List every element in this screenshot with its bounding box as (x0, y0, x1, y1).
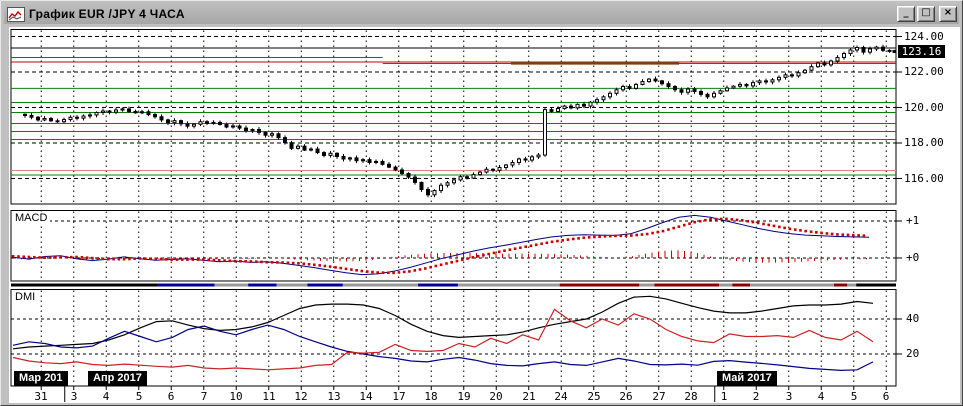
x-axis-day-label: 7 (200, 390, 208, 403)
x-axis-day-label: 20 (489, 390, 503, 403)
close-button[interactable]: × (939, 6, 957, 22)
chart-client-area (9, 27, 960, 403)
month-label-march: Мар 201 (14, 371, 68, 386)
x-axis-day-label: 18 (424, 390, 438, 403)
dmi-panel-label: DMI (15, 291, 39, 303)
x-axis-day-label: 13 (327, 390, 341, 403)
x-axis-day-label: 10 (229, 390, 243, 403)
x-axis-day-label: 31 (34, 390, 48, 403)
x-axis-day-label: 4 (102, 390, 110, 403)
x-axis-day-label: 14 (359, 390, 373, 403)
x-axis-day-label: 1 (720, 390, 728, 403)
price-axis-label: 120.00 (904, 101, 944, 114)
current-price-badge: 123.16 (898, 45, 945, 58)
month-label-april: Апр 2017 (88, 371, 147, 386)
minimize-button[interactable]: _ (897, 6, 915, 22)
x-axis-day-label: 6 (882, 390, 890, 403)
maximize-icon: □ (921, 7, 931, 18)
macd-axis-label: +1 (906, 214, 920, 227)
titlebar[interactable]: График EUR /JPY 4 ЧАСА _ □ × (4, 4, 959, 24)
price-axis-label: 124.00 (904, 30, 944, 43)
price-axis-label: 118.00 (904, 136, 944, 149)
x-axis-day-label: 4 (817, 390, 825, 403)
macd-axis-label: +0 (906, 251, 920, 264)
x-axis-day-label: 24 (554, 390, 568, 403)
x-axis-day-label: 19 (457, 390, 471, 403)
x-axis-day-label: 6 (167, 390, 175, 403)
x-axis-day-label: 27 (652, 390, 666, 403)
close-icon: × (943, 7, 953, 18)
x-axis-day-label: 2 (752, 390, 760, 403)
window-title: График EUR /JPY 4 ЧАСА (29, 7, 185, 21)
maximize-button[interactable]: □ (917, 6, 935, 22)
x-axis-day-label: 5 (135, 390, 143, 403)
x-axis-day-label: 12 (294, 390, 308, 403)
x-axis-day-label: 26 (619, 390, 633, 403)
price-axis-label: 122.00 (904, 65, 944, 78)
x-axis-day-label: 17 (392, 390, 406, 403)
x-axis-day-label: 5 (850, 390, 858, 403)
macd-panel-label: MACD (15, 212, 51, 224)
month-label-may: Май 2017 (717, 371, 777, 386)
dmi-axis-label: 20 (906, 347, 920, 360)
chart-icon (7, 6, 25, 22)
x-axis-day-label: 25 (587, 390, 601, 403)
x-axis-day-label: 11 (262, 390, 276, 403)
price-axis-label: 116.00 (904, 172, 944, 185)
dmi-axis-label: 40 (906, 312, 920, 325)
minimize-icon: _ (903, 7, 909, 18)
x-axis-day-label: 21 (522, 390, 536, 403)
x-axis-day-label: 28 (684, 390, 698, 403)
x-axis-day-label: 3 (70, 390, 78, 403)
x-axis-day-label: 3 (785, 390, 793, 403)
